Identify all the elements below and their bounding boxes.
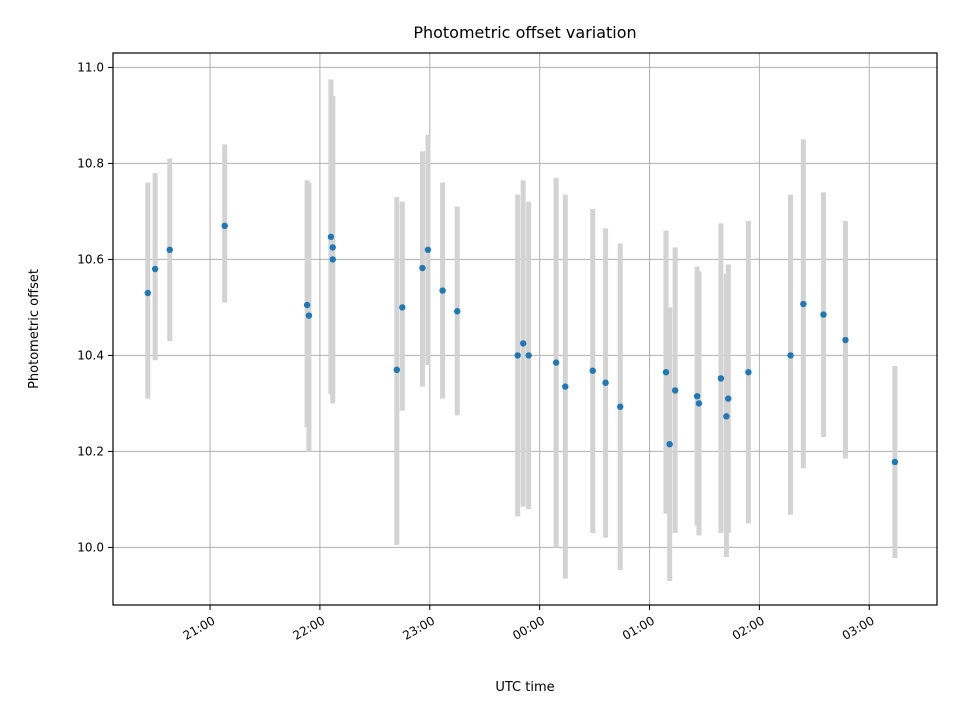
y-tick-label: 10.6: [77, 252, 104, 266]
x-tick-label: 02:00: [730, 613, 767, 642]
point-layer: [144, 222, 899, 466]
data-point: [723, 413, 730, 420]
x-tick-label: 00:00: [510, 613, 547, 642]
data-point: [800, 300, 807, 308]
y-tick-label: 10.0: [77, 540, 104, 554]
data-point: [820, 311, 827, 318]
chart-title: Photometric offset variation: [413, 23, 636, 42]
x-tick-label: 03:00: [840, 613, 877, 642]
data-point: [617, 403, 624, 410]
data-point: [151, 265, 159, 273]
data-point: [525, 352, 532, 359]
data-point: [725, 395, 732, 402]
data-point: [671, 387, 679, 394]
y-tick-label: 10.4: [77, 348, 104, 362]
data-point: [454, 308, 461, 315]
x-tick-label: 21:00: [181, 613, 218, 642]
y-tick-label: 10.8: [77, 156, 104, 170]
data-point: [562, 383, 569, 390]
data-point: [891, 458, 899, 466]
data-point: [666, 441, 673, 448]
data-point: [787, 352, 794, 359]
data-point: [745, 369, 752, 376]
data-point: [419, 264, 426, 272]
tick-layer: 21:00 22:00 23:00 00:00 01:00 02:00 03:00 10.0 1…: [77, 60, 876, 642]
data-point: [717, 375, 725, 382]
y-tick-label: 10.2: [77, 444, 104, 458]
data-point: [221, 222, 228, 229]
data-point: [303, 301, 311, 309]
x-tick-label: 23:00: [400, 613, 437, 642]
data-point: [693, 393, 701, 400]
data-point: [424, 246, 432, 253]
data-point: [602, 379, 609, 386]
data-point: [589, 367, 596, 374]
data-point: [695, 400, 703, 407]
error-bar-layer: [145, 79, 898, 581]
x-tick-label: 22:00: [290, 613, 327, 642]
x-tick-label: 01:00: [620, 613, 657, 642]
data-point: [329, 244, 336, 251]
data-point: [439, 287, 446, 294]
plot-frame: [112, 52, 938, 606]
data-point: [552, 359, 560, 366]
x-axis-label: UTC time: [495, 680, 554, 695]
data-point: [662, 369, 670, 376]
data-point: [393, 366, 401, 373]
data-point: [144, 289, 151, 297]
y-axis-label: Photometric offset: [27, 269, 42, 389]
data-point: [519, 340, 527, 347]
data-point: [329, 256, 336, 263]
data-point: [514, 352, 521, 359]
y-tick-label: 11.0: [77, 60, 104, 74]
data-point: [842, 336, 849, 344]
data-point: [399, 304, 406, 311]
data-point: [166, 246, 173, 253]
data-point: [305, 312, 313, 319]
data-point: [327, 233, 335, 241]
